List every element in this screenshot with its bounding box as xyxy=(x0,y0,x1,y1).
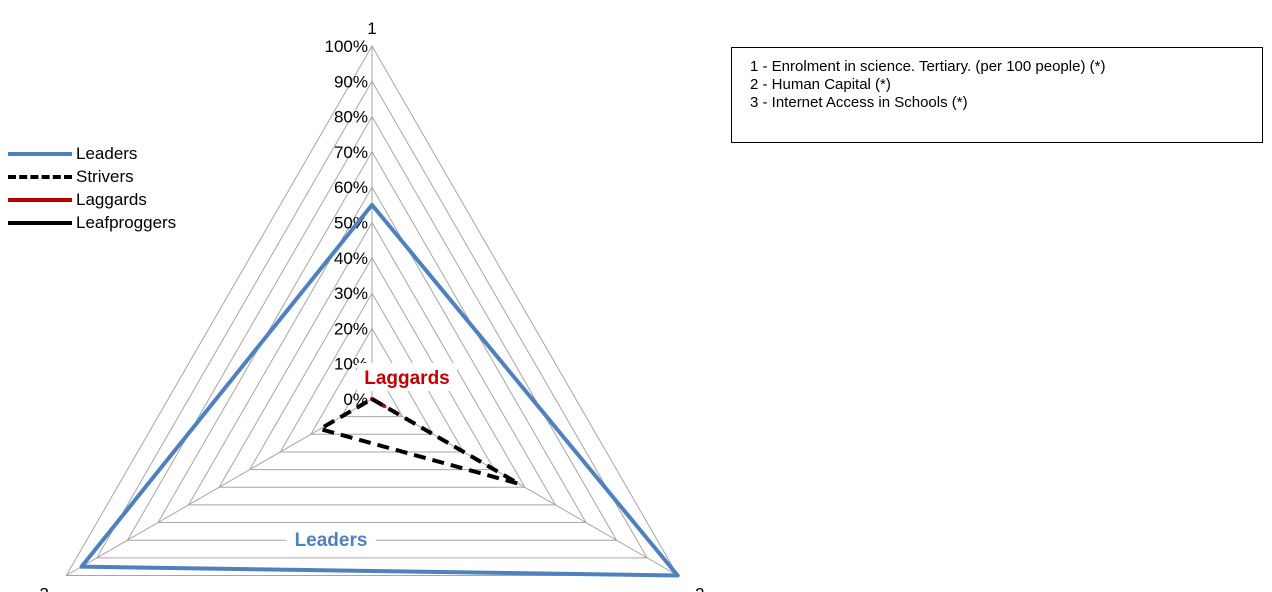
annotation-bg xyxy=(357,363,457,391)
annotation-label: Laggards xyxy=(364,368,450,389)
grid-ring xyxy=(65,45,679,576)
series-leaders xyxy=(79,202,680,578)
legend-item-leafproggers: Leafproggers xyxy=(8,211,176,234)
axis-note-3: 3 - Internet Access in Schools (*) xyxy=(750,94,968,111)
legend-swatch-leaders xyxy=(8,151,72,156)
tick-label: 70% xyxy=(334,143,368,162)
legend-swatch-strivers xyxy=(8,174,72,179)
axis-label: 2 xyxy=(695,585,704,592)
series-strivers xyxy=(318,397,521,486)
axis-note-1: 1 - Enrolment in science. Tertiary. (per… xyxy=(750,58,1106,75)
grid-ring xyxy=(187,186,557,506)
grid-ring xyxy=(95,80,649,559)
legend-swatch-laggards xyxy=(8,197,72,202)
grid-spoke xyxy=(66,398,373,576)
legend-item-leaders: Leaders xyxy=(8,142,176,165)
annotation-bg xyxy=(286,525,376,553)
tick-label: 40% xyxy=(334,249,368,268)
tick-label: 80% xyxy=(334,108,368,127)
legend-item-laggards: Laggards xyxy=(8,188,176,211)
legend-label: Laggards xyxy=(76,189,147,209)
annotation-label: Leaders xyxy=(295,530,368,551)
legend-label: Strivers xyxy=(76,166,134,186)
axis-notes-box: 1 - Enrolment in science. Tertiary. (per… xyxy=(731,47,1263,143)
tick-label: 90% xyxy=(334,72,368,91)
grid-ring xyxy=(218,221,526,488)
axis-label: 1 xyxy=(367,19,376,38)
tick-label: 60% xyxy=(334,178,368,197)
legend-label: Leaders xyxy=(76,143,138,163)
legend-item-strivers: Strivers xyxy=(8,165,176,188)
legend-swatch-leafproggers xyxy=(8,220,72,225)
tick-label: 100% xyxy=(325,37,368,56)
legend-label: Leafproggers xyxy=(76,212,177,232)
tick-label: 20% xyxy=(334,319,368,338)
tick-label: 0% xyxy=(343,390,368,409)
axis-label: 3 xyxy=(40,585,49,592)
tick-label: 30% xyxy=(334,284,368,303)
legend: Leaders Strivers Laggards Leafproggers xyxy=(8,142,176,234)
axis-note-2: 2 - Human Capital (*) xyxy=(750,76,891,93)
